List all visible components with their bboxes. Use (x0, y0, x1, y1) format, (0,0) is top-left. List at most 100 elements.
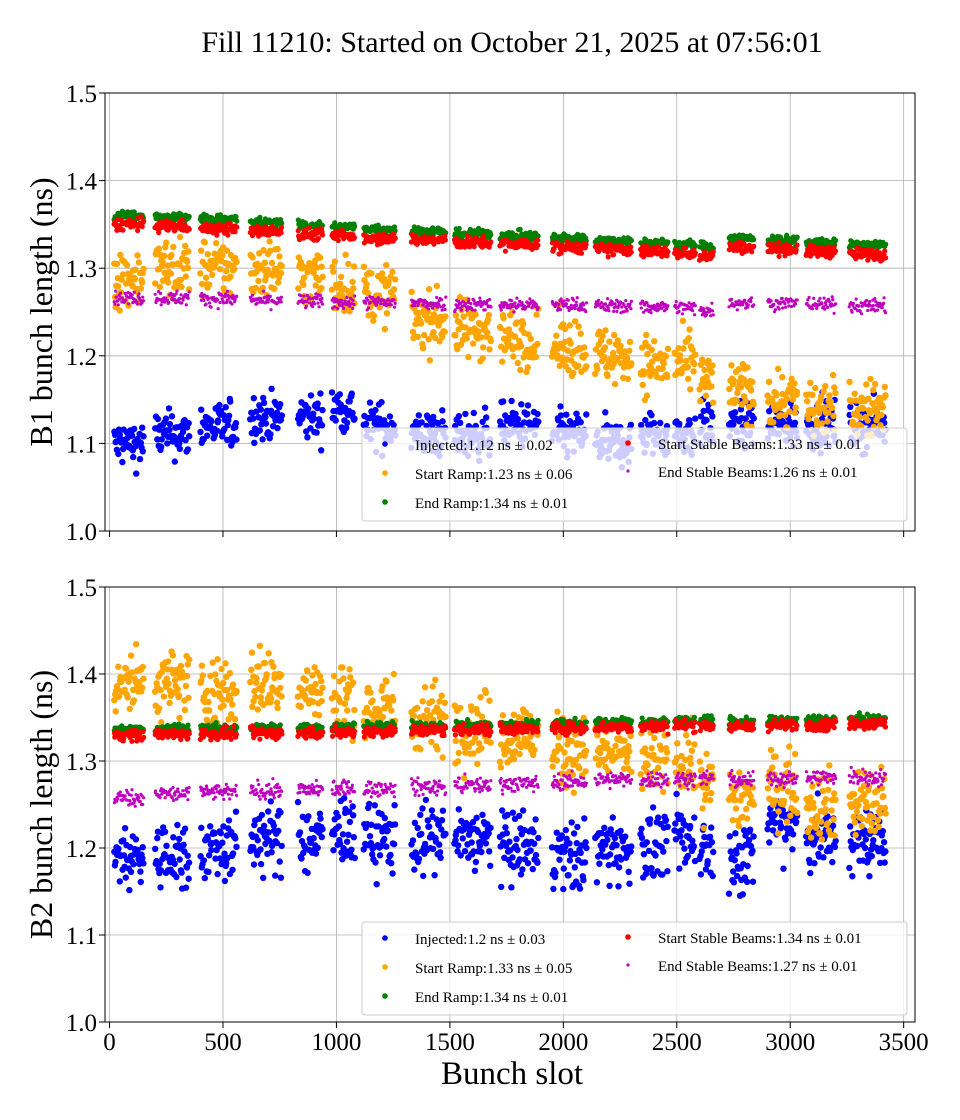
data-point (185, 875, 192, 882)
data-point (853, 307, 858, 311)
data-point (832, 389, 839, 397)
data-point (318, 284, 325, 292)
data-point (304, 304, 309, 308)
data-point (479, 344, 487, 351)
data-point (177, 297, 182, 301)
data-point (660, 360, 667, 367)
data-point (436, 305, 440, 309)
data-point (219, 293, 224, 297)
x-tick-label: 1500 (425, 1029, 475, 1056)
data-point (478, 848, 485, 856)
data-point (737, 406, 745, 413)
data-point (198, 280, 206, 288)
data-point (535, 834, 542, 842)
data-point (871, 304, 875, 308)
data-point (152, 280, 159, 287)
series-5 (112, 289, 888, 318)
data-point (776, 239, 782, 246)
data-point (478, 296, 482, 300)
data-point (176, 445, 183, 452)
data-point (506, 303, 510, 307)
data-point (378, 398, 385, 406)
data-point (262, 289, 266, 293)
data-point (159, 258, 166, 265)
data-point (134, 846, 141, 854)
data-point (441, 328, 448, 335)
data-point (421, 331, 428, 339)
data-points (111, 641, 889, 899)
data-point (115, 845, 122, 852)
data-point (704, 378, 712, 386)
data-point (582, 303, 586, 307)
data-point (218, 300, 222, 305)
data-point (337, 401, 344, 408)
data-point (260, 399, 268, 407)
data-point (598, 830, 605, 837)
data-point (664, 823, 671, 830)
data-point (628, 843, 635, 850)
data-point (487, 862, 494, 869)
data-point (851, 301, 855, 305)
data-point (229, 850, 237, 857)
data-point (524, 305, 528, 309)
data-point (391, 224, 398, 230)
data-point (411, 866, 418, 873)
data-point (310, 304, 315, 309)
data-point (135, 259, 143, 266)
data-point (341, 795, 348, 802)
data-point (268, 849, 275, 856)
data-point (381, 835, 388, 843)
data-point (780, 401, 788, 409)
data-point (825, 409, 832, 416)
data-point (201, 295, 205, 299)
data-point (430, 328, 437, 336)
data-point (779, 373, 786, 381)
data-point (118, 291, 123, 295)
data-point (197, 247, 205, 254)
data-point (824, 418, 831, 425)
data-point (141, 218, 147, 224)
data-point (370, 312, 378, 319)
data-point (219, 433, 226, 440)
data-point (212, 855, 219, 862)
data-point (788, 375, 795, 382)
data-point (527, 847, 534, 854)
data-point (568, 819, 575, 826)
data-point (465, 308, 469, 312)
data-point (300, 298, 304, 302)
data-point (611, 252, 617, 258)
legend-label-1: Injected:1.12 ns ± 0.02 (415, 438, 553, 454)
data-point (349, 803, 356, 810)
data-point (750, 415, 757, 422)
data-point (351, 235, 357, 241)
data-point (139, 424, 146, 431)
data-point (749, 249, 755, 255)
data-point (737, 384, 745, 391)
data-point (273, 839, 281, 847)
data-point (336, 280, 344, 287)
data-point (208, 418, 215, 425)
data-point (425, 286, 433, 293)
data-point (372, 859, 379, 866)
data-point (873, 297, 877, 301)
data-point (787, 304, 791, 308)
data-point (664, 868, 671, 875)
data-point (643, 331, 650, 339)
data-point (333, 305, 337, 309)
data-point (582, 351, 589, 359)
data-point (227, 273, 234, 280)
data-point (482, 840, 490, 847)
data-point (469, 818, 477, 826)
data-point (664, 345, 672, 352)
data-point (691, 360, 698, 368)
data-point (276, 253, 283, 260)
data-point (439, 305, 443, 309)
data-point (596, 860, 603, 867)
data-point (500, 398, 507, 405)
data-point (607, 309, 611, 313)
data-point (749, 378, 756, 385)
data-point (518, 401, 525, 408)
data-point (692, 242, 698, 248)
data-point (628, 244, 634, 250)
data-point (278, 842, 285, 850)
